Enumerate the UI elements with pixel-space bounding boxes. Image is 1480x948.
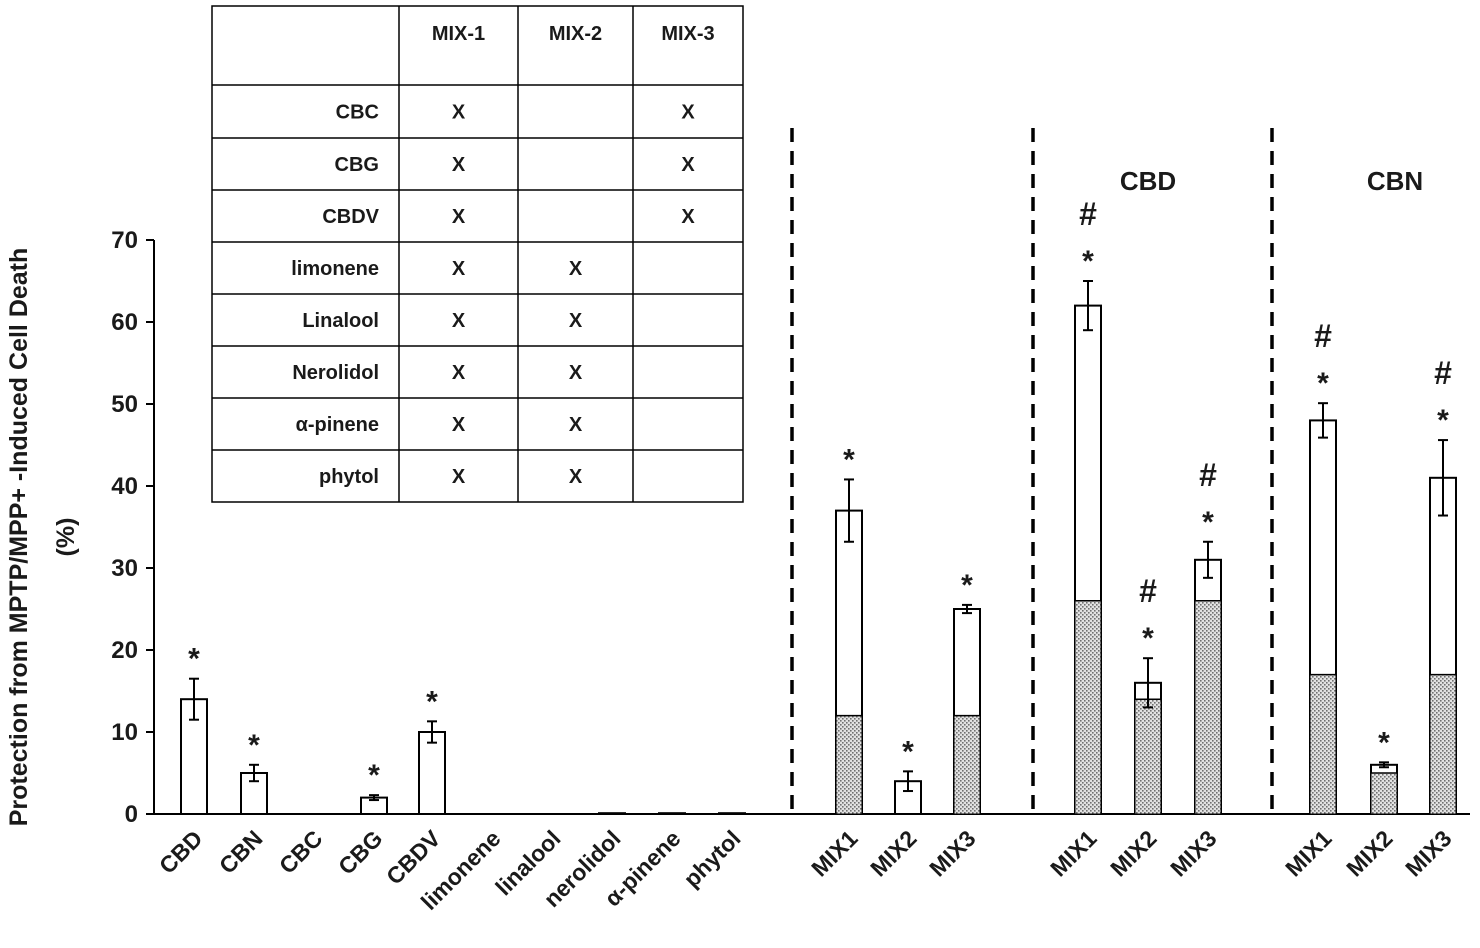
bar-base-hatched: [953, 715, 981, 815]
significance-star: *: [1317, 367, 1329, 400]
table-row-label: limonene: [291, 258, 379, 280]
x-tick-label: CBC: [274, 825, 328, 879]
table-cell-mark: X: [569, 362, 583, 384]
y-tick-label: 30: [111, 555, 138, 582]
table-cell-mark: X: [452, 414, 466, 436]
x-tick-label: MIX3: [1400, 825, 1456, 881]
bar-base-hatched: [1370, 772, 1398, 815]
y-axis-label: Protection from MPTP/MPP+ -Induced Cell …: [5, 248, 33, 827]
bar-base-hatched: [835, 715, 863, 815]
table-header-cell: MIX-2: [549, 23, 602, 45]
bar-total: [418, 731, 446, 815]
table-cell-mark: X: [452, 362, 466, 384]
table-header-cell: MIX-1: [432, 23, 485, 45]
table-cell-mark: X: [452, 206, 466, 228]
x-tick-label: MIX2: [865, 825, 921, 881]
significance-star: *: [1142, 622, 1154, 655]
x-tick-label: MIX2: [1341, 825, 1397, 881]
significance-star: *: [1202, 506, 1214, 539]
y-tick-label: 60: [111, 309, 138, 336]
significance-hash: #: [1199, 457, 1217, 493]
plot-area: 0 10 20 30 40 50 60 70 Protection from MPTP/MPP+…: [5, 128, 1470, 915]
significance-hash: #: [1139, 573, 1157, 609]
significance-star: *: [1082, 245, 1094, 278]
y-tick-label: 70: [111, 227, 138, 254]
y-tick-label: 50: [111, 391, 138, 418]
x-tick-label: phytol: [678, 825, 745, 892]
table-cell-mark: X: [569, 466, 583, 488]
table-cell-mark: X: [681, 102, 695, 124]
x-tick-label: CBD: [154, 825, 208, 879]
table-cell-mark: X: [681, 154, 695, 176]
table-cell-mark: X: [569, 258, 583, 280]
table-row-label: CBG: [335, 154, 379, 176]
significance-star: *: [961, 569, 973, 602]
x-tick-label: MIX3: [1165, 825, 1221, 881]
bar-total: [658, 812, 686, 815]
bar-total: [598, 812, 626, 815]
table-row-label: CBC: [336, 102, 379, 124]
significance-star: *: [188, 643, 200, 676]
table-cell-mark: X: [452, 310, 466, 332]
significance-star: *: [902, 735, 914, 768]
table-cell-mark: X: [452, 466, 466, 488]
y-tick-label: 0: [125, 801, 138, 828]
x-tick-label: MIX3: [924, 825, 980, 881]
significance-star: *: [426, 685, 438, 718]
significance-hash: #: [1314, 318, 1332, 354]
y-tick-label: 40: [111, 473, 138, 500]
table-row-label: Nerolidol: [292, 362, 379, 384]
table-row-label: phytol: [319, 466, 379, 488]
table-row-label: α-pinene: [296, 414, 379, 436]
table-cell-mark: X: [452, 154, 466, 176]
table-border: [211, 5, 744, 503]
table-cell-mark: X: [452, 258, 466, 280]
bar-base-hatched: [1194, 600, 1222, 815]
table-cell-mark: X: [569, 310, 583, 332]
y-tick-label: 10: [111, 719, 138, 746]
table-cell-mark: X: [569, 414, 583, 436]
bar-base-hatched: [1429, 674, 1457, 815]
bar-base-hatched: [1309, 674, 1337, 815]
table-header-cell: MIX-3: [661, 23, 714, 45]
group-label-cbn: CBN: [1367, 166, 1423, 196]
x-tick-label: MIX1: [1045, 825, 1101, 881]
x-tick-label: MIX1: [1280, 825, 1336, 881]
significance-star: *: [843, 443, 855, 476]
significance-star: *: [248, 729, 260, 762]
table-cell-mark: X: [452, 102, 466, 124]
bar-base-hatched: [1074, 600, 1102, 815]
x-tick-label: CBN: [214, 825, 268, 879]
group-label-cbd: CBD: [1120, 166, 1176, 196]
significance-star: *: [1378, 726, 1390, 759]
x-tick-label: MIX2: [1105, 825, 1161, 881]
table-row-label: CBDV: [322, 206, 379, 228]
y-axis-unit: (%): [52, 518, 80, 557]
significance-hash: #: [1079, 196, 1097, 232]
significance-star: *: [368, 759, 380, 792]
significance-star: *: [1437, 404, 1449, 437]
x-tick-label: MIX1: [806, 825, 862, 881]
significance-hash: #: [1434, 355, 1452, 391]
bar-total: [718, 812, 746, 815]
x-tick-label: CBG: [333, 825, 388, 880]
table-row-label: Linalool: [302, 310, 379, 332]
bar-base-hatched: [1134, 698, 1162, 815]
y-tick-label: 20: [111, 637, 138, 664]
table-cell-mark: X: [681, 206, 695, 228]
